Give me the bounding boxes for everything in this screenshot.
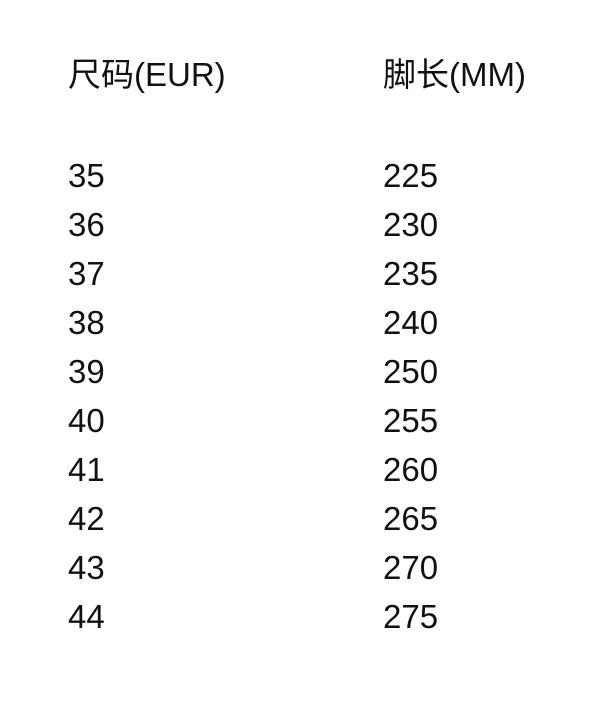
foot-length-cell: 275	[383, 598, 439, 635]
foot-length-cell: 230	[383, 206, 439, 243]
size-cell: 38	[68, 304, 105, 341]
foot-length-cell: 235	[383, 255, 439, 292]
size-cell: 40	[68, 402, 105, 439]
foot-length-cell: 250	[383, 353, 439, 390]
size-cell: 43	[68, 549, 105, 586]
size-cell: 39	[68, 353, 105, 390]
size-cell: 36	[68, 206, 105, 243]
foot-length-cell: 265	[383, 500, 439, 537]
header-size-eur: 尺码(EUR)	[68, 56, 226, 93]
foot-length-cell: 270	[383, 549, 439, 586]
foot-length-cell: 225	[383, 157, 439, 194]
size-cell: 37	[68, 255, 105, 292]
foot-length-cell: 260	[383, 451, 439, 488]
header-foot-length-mm: 脚长(MM)	[383, 56, 526, 93]
size-cell: 35	[68, 157, 105, 194]
size-cell: 42	[68, 500, 105, 537]
size-cell: 44	[68, 598, 105, 635]
foot-length-cell: 255	[383, 402, 439, 439]
size-cell: 41	[68, 451, 105, 488]
foot-length-cell: 240	[383, 304, 439, 341]
